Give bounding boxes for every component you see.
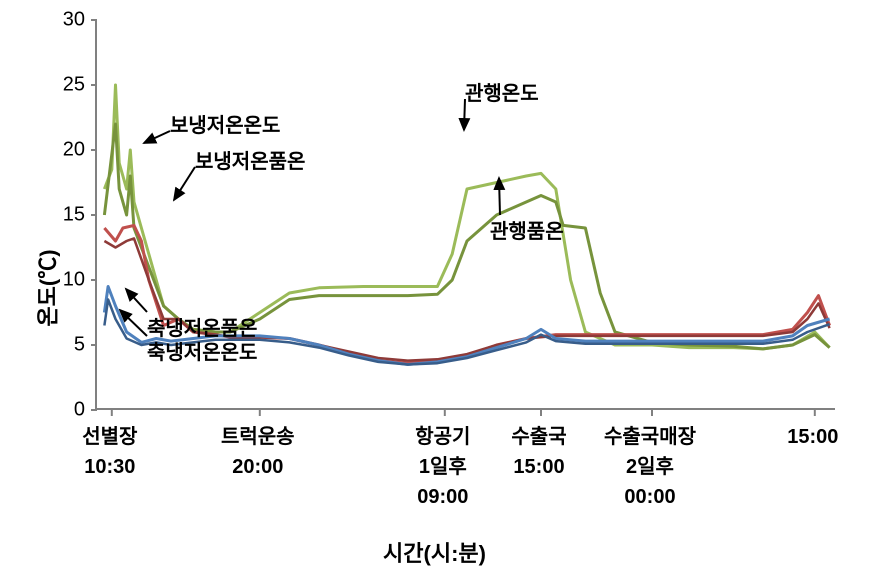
x-tick-line3: 09:00 [383, 482, 503, 512]
y-tick-label: 10 [55, 269, 85, 292]
x-tick-line1: 트럭운송 [198, 422, 318, 452]
y-tick-label: 15 [55, 204, 85, 227]
annotation-label: 보냉저온온도 [170, 109, 280, 138]
annotation-label: 관행온도 [465, 77, 539, 106]
y-tick-label: 5 [55, 334, 85, 357]
x-axis-label: 시간(시:분) [383, 536, 486, 568]
annotation-label: 관행품온 [490, 215, 564, 244]
y-tick-label: 20 [55, 139, 85, 162]
x-tick-line2: 20:00 [198, 452, 318, 482]
x-tick-line1: 선별장 [50, 422, 170, 452]
annotation-label: 보냉저온품온 [195, 145, 305, 174]
y-tick-label: 0 [55, 399, 85, 422]
x-tick-line2: 10:30 [50, 452, 170, 482]
y-tick-label: 25 [55, 74, 85, 97]
x-tick-group: 수출국매장2일후00:00 [590, 422, 710, 512]
x-tick-group: 트럭운송20:00 [198, 422, 318, 482]
x-tick-line2: 2일후 [590, 452, 710, 482]
annotation-label: 축냉저온온도 [147, 336, 257, 365]
x-tick-line1: 수출국매장 [590, 422, 710, 452]
x-tick-line3: 00:00 [590, 482, 710, 512]
x-tick-line1: 수출국 [479, 422, 599, 452]
temperature-chart: 온도(℃) 시간(시:분) 051015202530선별장10:30트럭운송20… [0, 0, 869, 576]
y-tick-label: 30 [55, 9, 85, 32]
x-tick-group: 선별장10:30 [50, 422, 170, 482]
x-tick-group: 수출국15:00 [479, 422, 599, 482]
x-tick-line2: 15:00 [479, 452, 599, 482]
x-tick-line1: 15:00 [753, 422, 869, 452]
x-tick-group: 15:00 [753, 422, 869, 452]
